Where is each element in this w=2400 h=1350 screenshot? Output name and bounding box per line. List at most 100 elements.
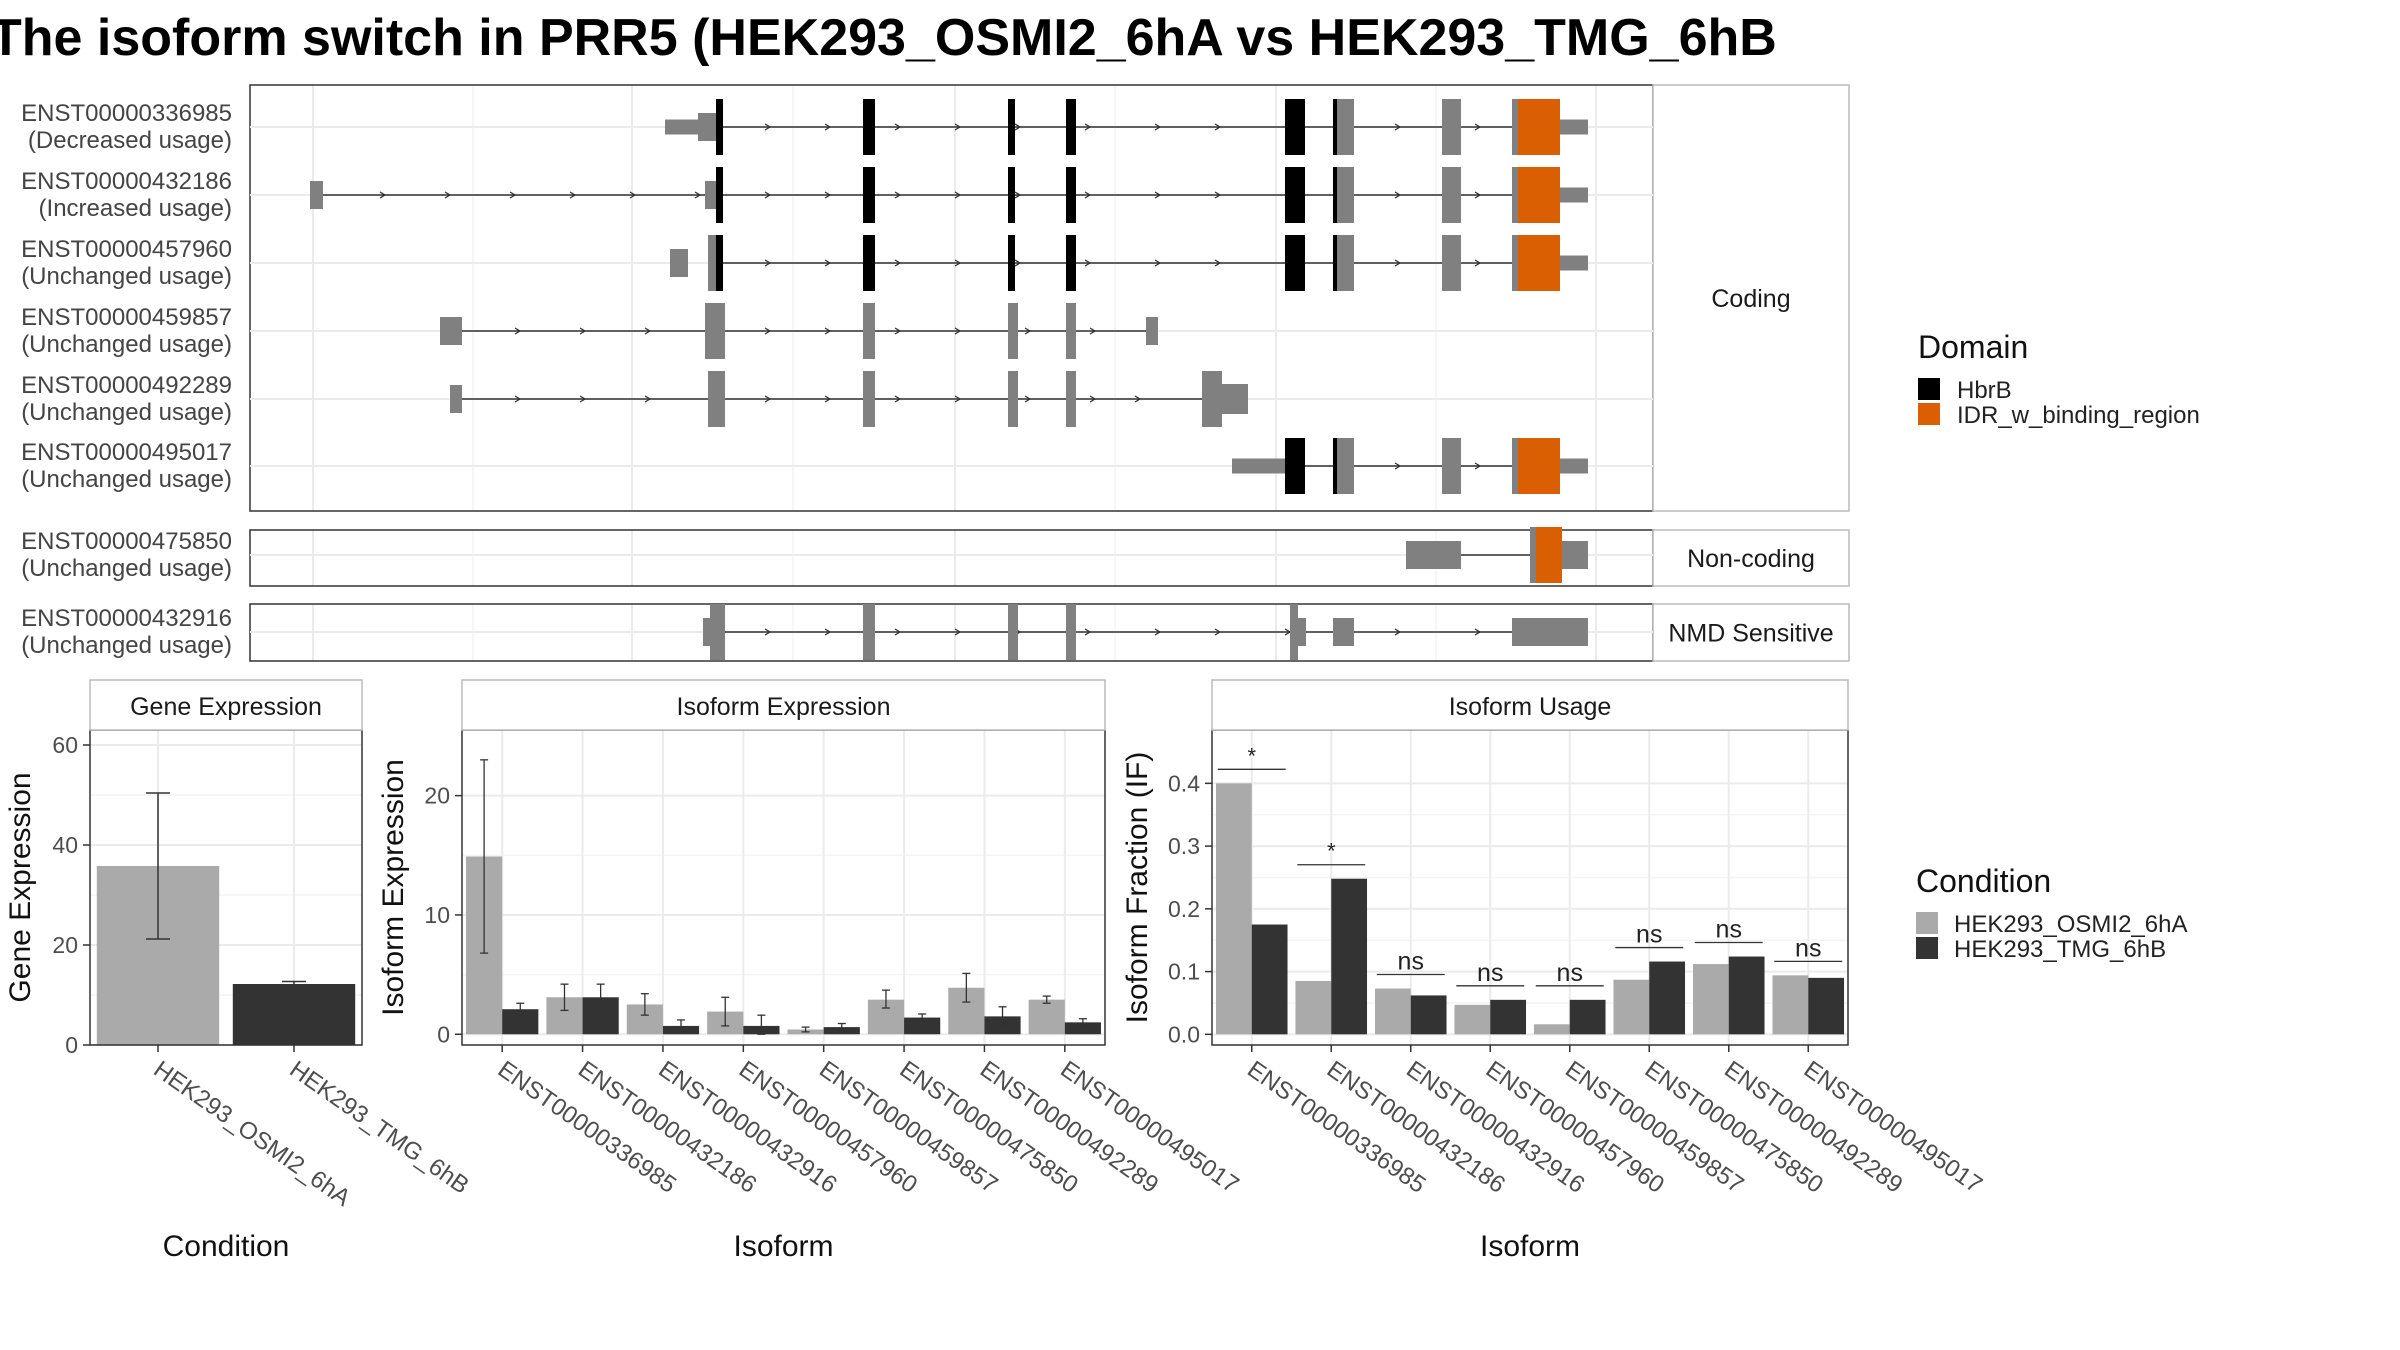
transcript-structure — [440, 303, 1158, 359]
strand-arrow — [1474, 259, 1482, 267]
strand-arrow — [1154, 628, 1162, 636]
strand-arrow — [894, 628, 902, 636]
strand-arrow — [1024, 395, 1032, 403]
significance-label: ns — [1795, 934, 1821, 962]
strand-arrow — [1394, 628, 1402, 636]
strand-arrow — [1214, 123, 1222, 131]
strand-arrow — [444, 191, 452, 199]
facet-label: Coding — [1711, 285, 1790, 313]
strand-arrow — [1084, 191, 1092, 199]
y-tick-label: 0.1 — [1168, 959, 1200, 985]
exon — [1337, 167, 1354, 223]
transcript-structure — [670, 235, 1588, 291]
strand-arrow — [1014, 259, 1022, 267]
transcript-structure — [310, 167, 1588, 223]
exon — [1562, 541, 1588, 569]
strand-arrow — [954, 259, 962, 267]
exon — [708, 371, 725, 427]
bar — [1613, 979, 1650, 1035]
exon-hbrb — [1008, 235, 1015, 291]
strand-arrow — [1154, 123, 1162, 131]
domain-legend-label: HbrB — [1957, 377, 2012, 404]
strand-arrow — [894, 395, 902, 403]
condition-legend-swatch — [1916, 937, 1938, 959]
x-axis-title: Isoform — [1480, 1230, 1580, 1263]
exon — [1512, 438, 1518, 494]
strand-arrow — [644, 395, 652, 403]
exon-idr — [1518, 235, 1560, 291]
exon-hbrb — [1066, 235, 1076, 291]
bar — [1533, 1024, 1570, 1035]
y-axis-title: Gene Expression — [4, 772, 37, 1002]
transcript-id-label: ENST00000459857 — [21, 304, 232, 331]
x-axis-title: Condition — [163, 1230, 290, 1263]
exon — [1442, 235, 1461, 291]
bar — [1251, 924, 1288, 1035]
exon — [1442, 99, 1461, 155]
exon — [1512, 235, 1518, 291]
exon-hbrb — [1333, 438, 1337, 494]
strand-arrow — [1014, 191, 1022, 199]
bar — [1649, 961, 1686, 1035]
y-tick-label: 0 — [437, 1021, 450, 1047]
strand-arrow — [1474, 628, 1482, 636]
transcript-usage-label: (Unchanged usage) — [21, 399, 232, 426]
exon-hbrb — [1333, 99, 1337, 155]
significance-label: * — [1327, 839, 1336, 864]
facet-strip — [1652, 529, 1850, 587]
strand-arrow — [894, 259, 902, 267]
strand-arrow — [1394, 462, 1402, 470]
domain-legend-label: IDR_w_binding_region — [1957, 402, 2200, 429]
bar — [232, 984, 356, 1045]
condition-legend-label: HEK293_OSMI2_6hA — [1954, 911, 2187, 938]
strand-arrow — [1474, 123, 1482, 131]
strand-arrow — [894, 327, 902, 335]
exon — [1406, 541, 1461, 569]
strand-arrow — [954, 395, 962, 403]
exon — [1202, 371, 1222, 427]
transcript-id-label: ENST00000492289 — [21, 372, 232, 399]
y-tick-label: 20 — [52, 932, 78, 958]
bar — [1692, 964, 1729, 1035]
transcript-structure — [703, 604, 1588, 660]
bar — [1410, 995, 1447, 1035]
strand-arrow — [1154, 191, 1162, 199]
exon-hbrb — [863, 99, 875, 155]
strand-arrow — [509, 191, 517, 199]
transcript-usage-label: (Increased usage) — [39, 195, 232, 222]
strand-arrow — [1154, 259, 1162, 267]
strand-arrow — [1474, 191, 1482, 199]
exon-idr — [1518, 438, 1560, 494]
exon — [1298, 618, 1306, 646]
strand-arrow — [1394, 191, 1402, 199]
bar — [1569, 999, 1606, 1035]
exon-hbrb — [1008, 167, 1015, 223]
transcript-structure — [1406, 527, 1588, 583]
exon — [705, 181, 718, 209]
bar — [1728, 956, 1765, 1035]
strand-arrow — [379, 191, 387, 199]
exon — [1512, 167, 1518, 223]
domain-legend-swatch — [1918, 378, 1940, 400]
exon-hbrb — [716, 99, 723, 155]
exon — [1337, 438, 1354, 494]
bar-chart-1: Isoform Expression01020ENST00000336985EN… — [377, 679, 1244, 1263]
exon — [1442, 438, 1461, 494]
condition-legend-label: HEK293_TMG_6hB — [1954, 936, 2166, 963]
exon — [1337, 99, 1354, 155]
strand-arrow — [1084, 259, 1092, 267]
strand-arrow — [764, 327, 772, 335]
bar — [904, 1017, 941, 1035]
exon-hbrb — [1285, 99, 1305, 155]
exon-hbrb — [863, 167, 875, 223]
strand-arrow — [824, 123, 832, 131]
strand-arrow — [1024, 327, 1032, 335]
y-axis-title: Isoform Fraction (IF) — [1121, 752, 1154, 1024]
y-tick-label: 0.3 — [1168, 833, 1200, 859]
strand-arrow — [1214, 191, 1222, 199]
strand-arrow — [954, 123, 962, 131]
bar — [1028, 999, 1065, 1035]
y-tick-label: 0.4 — [1168, 770, 1200, 796]
strand-arrow — [1084, 123, 1092, 131]
exon — [1333, 618, 1354, 646]
